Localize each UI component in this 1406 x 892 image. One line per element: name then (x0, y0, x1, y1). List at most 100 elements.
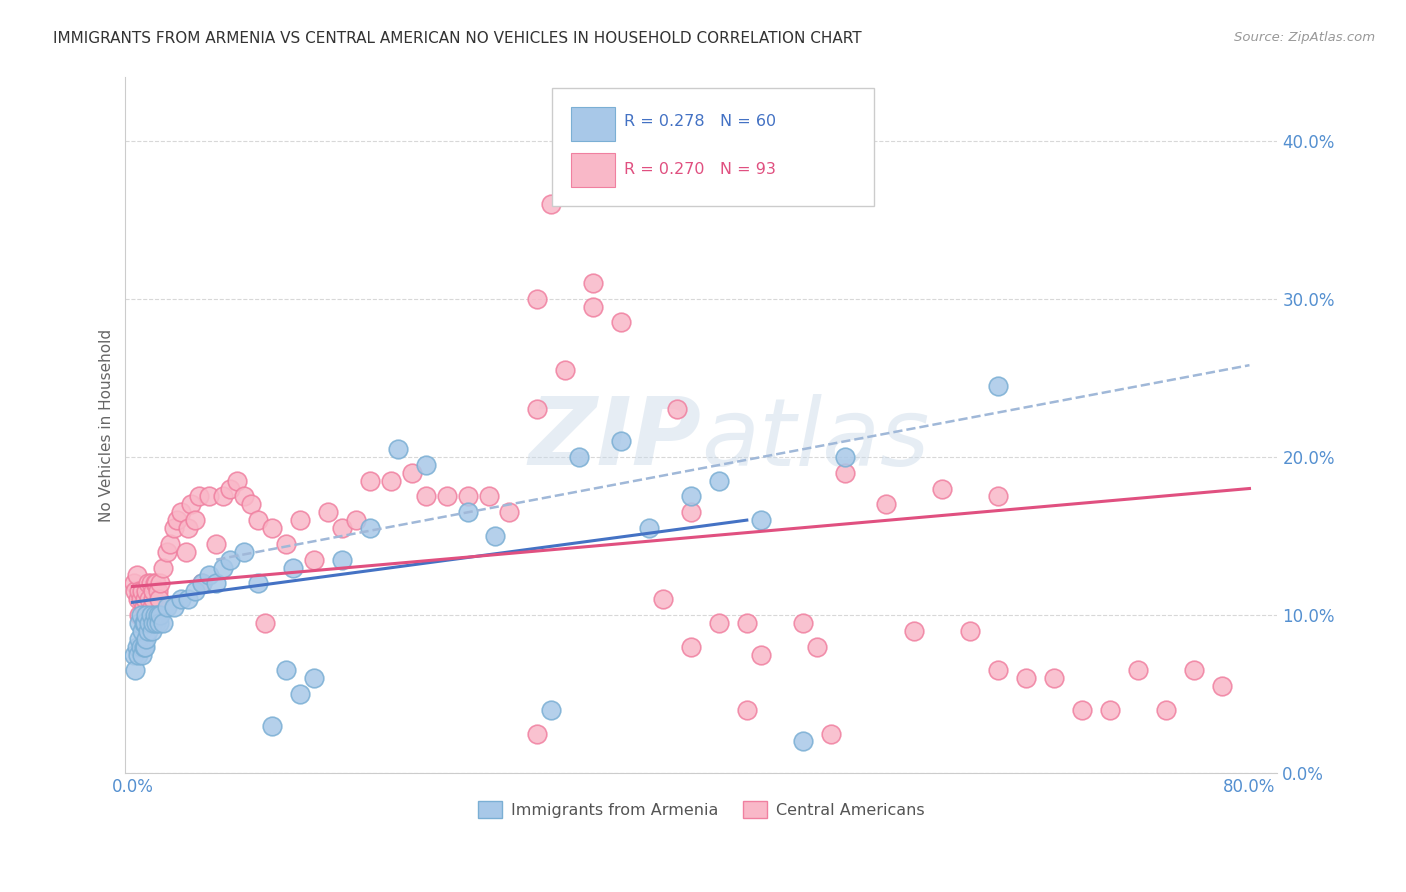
Point (145, 615, 167, 630)
Point (1211, 679, 1233, 693)
Point (987, 378, 1010, 392)
Point (219, 552, 242, 566)
Point (134, 615, 156, 630)
Legend: Immigrants from Armenia, Central Americans: Immigrants from Armenia, Central America… (471, 795, 931, 824)
Point (498, 505, 520, 519)
Point (1126, 663, 1149, 677)
Point (180, 497, 202, 511)
Point (152, 560, 174, 574)
Point (274, 537, 297, 551)
Text: atlas: atlas (702, 393, 929, 484)
Text: IMMIGRANTS FROM ARMENIA VS CENTRAL AMERICAN NO VEHICLES IN HOUSEHOLD CORRELATION: IMMIGRANTS FROM ARMENIA VS CENTRAL AMERI… (53, 31, 862, 46)
Point (735, 703, 758, 717)
Point (540, 197, 562, 211)
Point (359, 521, 381, 535)
Point (302, 671, 325, 685)
Point (198, 568, 221, 582)
Point (205, 576, 228, 591)
Point (792, 615, 814, 630)
Point (146, 607, 169, 622)
Point (127, 648, 149, 662)
Point (129, 640, 152, 654)
Point (163, 600, 186, 615)
Point (139, 576, 162, 591)
Point (554, 363, 576, 377)
Point (316, 505, 339, 519)
Point (380, 474, 402, 488)
Point (148, 592, 170, 607)
Point (834, 450, 856, 464)
Point (1071, 703, 1094, 717)
Point (436, 490, 458, 504)
Point (128, 632, 150, 646)
Point (152, 615, 174, 630)
Point (198, 490, 221, 504)
Point (806, 640, 828, 654)
Point (135, 607, 157, 622)
Point (132, 615, 155, 630)
Point (931, 482, 953, 496)
FancyBboxPatch shape (571, 153, 614, 187)
Point (233, 545, 256, 559)
Point (666, 402, 689, 417)
Point (129, 607, 152, 622)
Point (135, 584, 157, 599)
Point (288, 687, 311, 701)
Point (163, 521, 186, 535)
Point (792, 734, 814, 748)
Text: Source: ZipAtlas.com: Source: ZipAtlas.com (1234, 31, 1375, 45)
Point (281, 560, 304, 574)
Point (679, 640, 702, 654)
Point (212, 490, 235, 504)
Point (143, 607, 166, 622)
Point (184, 513, 207, 527)
Point (875, 497, 897, 511)
Point (484, 529, 506, 543)
Point (330, 521, 353, 535)
Point (526, 292, 548, 306)
Point (987, 490, 1010, 504)
Point (174, 545, 197, 559)
Point (415, 458, 437, 472)
Point (135, 632, 157, 646)
Point (138, 615, 160, 630)
Point (125, 568, 148, 582)
Point (247, 576, 270, 591)
Point (134, 640, 156, 654)
Point (415, 490, 437, 504)
Point (141, 624, 163, 638)
Point (138, 592, 160, 607)
Point (540, 703, 562, 717)
Point (129, 592, 152, 607)
Point (188, 490, 211, 504)
Point (344, 513, 367, 527)
Point (148, 615, 170, 630)
Point (610, 434, 633, 448)
Point (359, 474, 381, 488)
Point (149, 607, 172, 622)
Point (302, 552, 325, 566)
Point (191, 576, 214, 591)
Point (638, 521, 661, 535)
Point (582, 300, 605, 314)
Point (170, 505, 193, 519)
Point (401, 466, 423, 480)
Point (582, 276, 605, 290)
Point (233, 490, 256, 504)
Point (131, 648, 153, 662)
Point (142, 592, 165, 607)
Point (274, 663, 297, 677)
FancyBboxPatch shape (571, 107, 614, 142)
Point (212, 560, 235, 574)
Point (135, 607, 157, 622)
Point (139, 607, 162, 622)
Point (132, 600, 155, 615)
Point (526, 726, 548, 740)
Point (142, 584, 165, 599)
Point (177, 592, 200, 607)
Point (820, 726, 842, 740)
Point (226, 474, 249, 488)
Text: R = 0.278   N = 60: R = 0.278 N = 60 (624, 114, 776, 128)
Point (128, 615, 150, 630)
Point (156, 600, 179, 615)
